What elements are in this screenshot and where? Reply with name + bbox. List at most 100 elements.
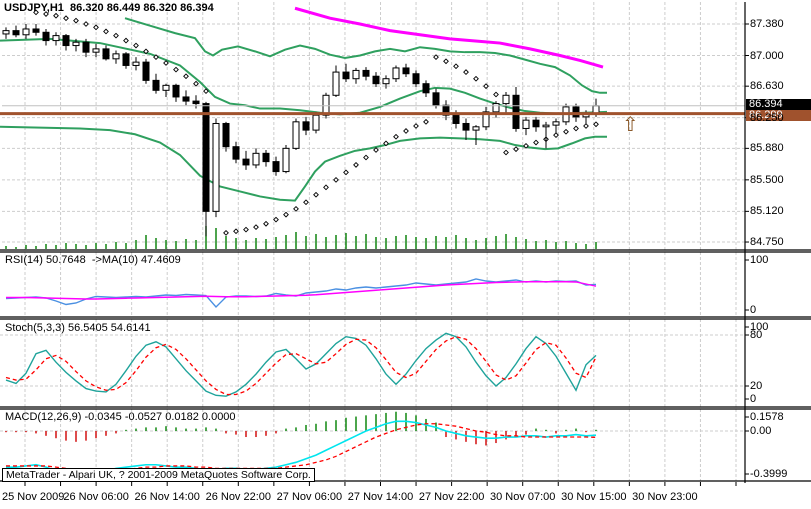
candle <box>312 114 320 131</box>
sar-dot <box>33 9 39 16</box>
sar-dot <box>253 224 259 231</box>
magenta-ma-line <box>294 6 604 69</box>
candle <box>22 28 30 36</box>
candle <box>462 122 470 131</box>
sar-dot <box>73 17 79 24</box>
sar-dot <box>163 60 169 66</box>
candle <box>122 53 130 66</box>
candle <box>32 28 40 33</box>
candle <box>182 96 190 102</box>
symbol-ohlc-header: USDJPY,H1 86.320 86.449 86.320 86.394 <box>4 2 214 14</box>
time-scale-label: 30 Nov 15:00 <box>561 491 627 503</box>
sar-dot <box>593 121 599 128</box>
candle <box>522 119 530 129</box>
candle <box>52 35 60 42</box>
sar-dot <box>263 220 269 227</box>
sar-dot <box>313 191 319 198</box>
price-scale-label: 86.630 <box>750 80 784 93</box>
time-scale-label: 27 Nov 06:00 <box>276 491 343 503</box>
sar-dot <box>223 230 229 236</box>
sar-dot <box>553 132 559 138</box>
sar-dot <box>113 32 119 39</box>
candle <box>352 69 360 80</box>
candle <box>102 48 110 60</box>
time-scale-label: 27 Nov 22:00 <box>418 491 485 503</box>
sar-dot <box>243 226 249 233</box>
time-scale-label: 30 Nov 23:00 <box>632 491 698 503</box>
candle <box>112 53 120 60</box>
sar-dot <box>83 21 89 27</box>
macd-scale-label: -0.3999 <box>750 468 788 480</box>
sar-dot <box>293 205 299 212</box>
candle <box>502 94 510 105</box>
sar-dot <box>373 147 379 153</box>
sar-dot <box>193 80 199 87</box>
bid-price-badge: 86.394 <box>746 99 811 110</box>
candle <box>132 61 140 66</box>
macd-scale-label: 0.00 <box>750 425 772 437</box>
sar-dot <box>283 211 289 218</box>
candle <box>262 152 270 163</box>
candle <box>482 111 490 128</box>
candle <box>232 146 240 160</box>
copyright-footer: MetaTrader - Alpari UK, ? 2001-2009 Meta… <box>2 468 315 482</box>
up-arrow-icon[interactable]: ⇧ <box>622 112 639 136</box>
sar-dot <box>513 146 519 153</box>
time-scale-label: 30 Nov 07:00 <box>489 491 556 503</box>
sar-dot <box>333 176 339 183</box>
rsi-scale-label: 100 <box>750 254 769 266</box>
sar-dot <box>233 228 239 235</box>
time-scale-label: 25 Nov 2009 <box>2 491 65 503</box>
sar-dot <box>473 75 479 82</box>
candle <box>72 41 80 47</box>
sar-dot <box>453 63 459 70</box>
candle <box>172 84 180 98</box>
time-scale-label: 26 Nov 06:00 <box>63 491 129 503</box>
candle <box>492 103 500 113</box>
candle <box>212 122 220 212</box>
sar-dot <box>203 88 209 95</box>
sar-dot <box>173 66 179 73</box>
candle <box>362 69 370 77</box>
candle <box>2 30 10 35</box>
candle <box>392 67 400 80</box>
candle <box>532 119 540 128</box>
sar-dot <box>583 123 589 129</box>
price-scale-label: 85.500 <box>750 173 784 186</box>
candle <box>412 73 420 85</box>
sar-dot <box>133 42 139 49</box>
stoch-k-line <box>5 332 597 397</box>
candle <box>252 152 260 166</box>
price-scale-label: 85.120 <box>750 205 784 218</box>
sar-dot <box>43 11 49 17</box>
time-scale-label: 26 Nov 22:00 <box>205 491 272 503</box>
candle <box>332 71 340 96</box>
sar-dot <box>63 15 69 22</box>
candle <box>292 121 300 149</box>
macd-scale-label: 0.1578 <box>750 411 784 423</box>
candle <box>452 114 460 124</box>
sar-dot <box>273 216 279 223</box>
rsi-pane-label: RSI(14) 50.7648 ->MA(10) 47.4609 <box>5 254 181 266</box>
sar-dot <box>493 91 499 98</box>
sar-dot <box>183 73 189 80</box>
candle <box>342 71 350 80</box>
stoch-scale-label: 80 <box>750 329 763 341</box>
sar-dot <box>563 128 569 135</box>
sar-dot <box>363 154 369 161</box>
candle <box>542 124 550 128</box>
sar-dot <box>303 199 309 206</box>
candle <box>92 48 100 53</box>
sar-dot <box>533 139 539 146</box>
candle <box>142 61 150 81</box>
hline-price-badge: 86.299 <box>746 110 811 121</box>
time-scale-label: 26 Nov 14:00 <box>134 491 200 503</box>
sar-dot <box>393 133 399 140</box>
price-scale-label: 86.250 <box>750 111 784 124</box>
candle <box>202 103 210 212</box>
sar-dot <box>153 54 159 61</box>
sar-dot <box>483 83 489 90</box>
candle <box>222 122 230 148</box>
price-scale-label: 87.000 <box>750 49 784 62</box>
